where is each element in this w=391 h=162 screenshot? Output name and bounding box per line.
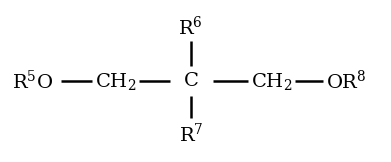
Text: $\mathregular{R^5O}$: $\mathregular{R^5O}$ (12, 69, 53, 93)
Text: $\mathregular{R^7}$: $\mathregular{R^7}$ (179, 123, 203, 146)
Text: $\mathregular{C}$: $\mathregular{C}$ (183, 72, 199, 90)
Text: $\mathregular{CH_2}$: $\mathregular{CH_2}$ (95, 70, 136, 92)
Text: $\mathregular{CH_2}$: $\mathregular{CH_2}$ (251, 70, 292, 92)
Text: $\mathregular{R^6}$: $\mathregular{R^6}$ (178, 16, 203, 39)
Text: $\mathregular{OR^8}$: $\mathregular{OR^8}$ (326, 69, 367, 93)
